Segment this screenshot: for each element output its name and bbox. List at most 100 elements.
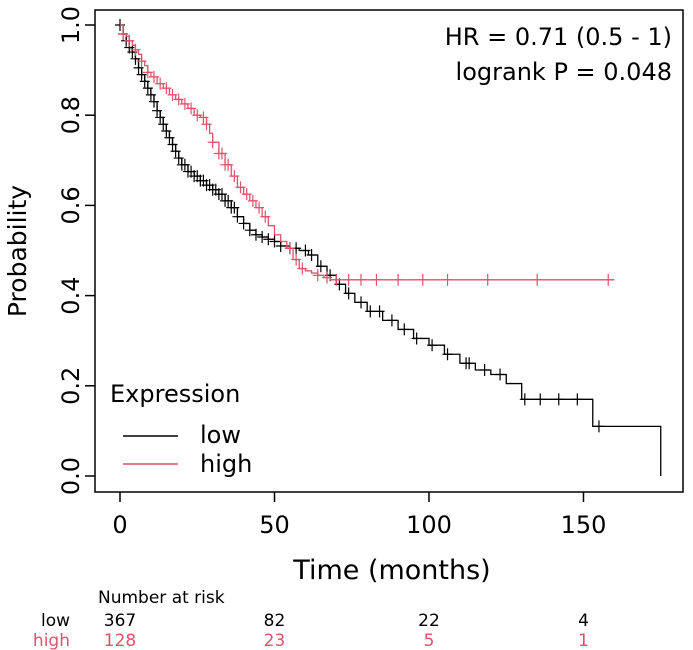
- legend-entry-low: low: [200, 421, 241, 449]
- risk-count-high: 1: [578, 631, 589, 650]
- legend: Expression low high: [110, 380, 252, 478]
- censor-mark: [148, 70, 159, 83]
- censor-mark: [300, 244, 311, 257]
- censor-mark: [216, 188, 227, 201]
- censor-mark: [572, 393, 583, 406]
- censor-mark: [386, 314, 397, 327]
- y-tick-label: 0.8: [57, 96, 85, 134]
- risk-count-high: 128: [104, 631, 136, 650]
- legend-entry-high: high: [200, 450, 252, 478]
- censor-mark: [136, 68, 147, 81]
- censor-mark: [254, 201, 265, 214]
- censor-mark: [133, 61, 144, 74]
- hazard-ratio-annotation: HR = 0.71 (0.5 - 1): [445, 23, 672, 51]
- censor-mark: [216, 147, 227, 160]
- censor-mark: [118, 28, 129, 41]
- x-tick-label: 100: [406, 511, 452, 539]
- censor-mark: [130, 43, 141, 56]
- censor-mark: [229, 170, 240, 183]
- risk-count-low: 82: [264, 611, 286, 631]
- risk-count-high: 23: [264, 631, 286, 650]
- censor-mark: [124, 34, 135, 47]
- censor-mark: [365, 305, 376, 318]
- censor-mark: [179, 97, 190, 110]
- censor-mark: [464, 357, 475, 370]
- x-tick-label: 150: [561, 511, 607, 539]
- censor-mark: [167, 88, 178, 101]
- censor-mark: [161, 124, 172, 137]
- censor-mark: [235, 181, 246, 194]
- censor-mark: [142, 66, 153, 79]
- censor-mark: [152, 104, 163, 117]
- censor-mark: [155, 77, 166, 90]
- survival-curve-low: [120, 24, 662, 476]
- censor-mark: [173, 152, 184, 165]
- censor-mark: [269, 235, 280, 248]
- censor-mark: [343, 273, 354, 286]
- y-tick-label: 0.6: [57, 186, 85, 224]
- risk-count-low: 22: [418, 611, 440, 631]
- risk-row-label-high: high: [33, 631, 70, 650]
- censor-mark: [297, 262, 308, 275]
- censor-mark: [312, 269, 323, 282]
- censor-mark: [535, 393, 546, 406]
- censor-mark: [201, 118, 212, 131]
- censor-mark: [331, 273, 342, 286]
- censor-mark: [291, 253, 302, 266]
- censor-mark: [306, 249, 317, 262]
- censor-mark: [139, 75, 150, 88]
- censor-mark: [158, 118, 169, 131]
- risk-count-low: 4: [578, 611, 589, 631]
- censor-mark: [136, 55, 147, 68]
- censor-mark: [411, 332, 422, 345]
- censor-mark: [164, 131, 175, 144]
- series-layer: [115, 19, 662, 476]
- censor-mark: [257, 230, 268, 243]
- censor-mark: [223, 158, 234, 171]
- censor-mark: [482, 273, 493, 286]
- censor-mark: [170, 145, 181, 158]
- censor-mark: [603, 273, 614, 286]
- censor-mark: [553, 393, 564, 406]
- censor-mark: [322, 271, 333, 284]
- censor-mark: [198, 111, 209, 124]
- censor-mark: [142, 82, 153, 95]
- y-tick-label: 1.0: [57, 6, 85, 44]
- censor-mark: [260, 210, 271, 223]
- censor-mark: [593, 420, 604, 433]
- censor-mark: [343, 287, 354, 300]
- censor-mark: [247, 194, 258, 207]
- censor-mark: [371, 273, 382, 286]
- censor-mark: [179, 158, 190, 171]
- censor-mark: [173, 93, 184, 106]
- censor-mark: [161, 82, 172, 95]
- censor-mark: [356, 273, 367, 286]
- censor-mark: [399, 323, 410, 336]
- x-axis: 0 50 100 150: [112, 492, 606, 539]
- plot-frame: [94, 9, 684, 493]
- censor-mark: [442, 273, 453, 286]
- x-tick-label: 50: [259, 511, 290, 539]
- censor-mark: [374, 305, 385, 318]
- censor-mark: [442, 348, 453, 361]
- censor-mark: [207, 136, 218, 149]
- censor-mark: [155, 111, 166, 124]
- censor-mark: [479, 364, 490, 377]
- censor-mark: [417, 273, 428, 286]
- censor-mark: [186, 102, 197, 115]
- censor-mark: [223, 194, 234, 207]
- censor-mark: [532, 273, 543, 286]
- y-tick-label: 0.4: [57, 277, 85, 315]
- censor-mark: [250, 228, 261, 241]
- y-tick-label: 0.0: [57, 457, 85, 495]
- censor-mark: [192, 109, 203, 122]
- censor-mark: [495, 368, 506, 381]
- logrank-p-annotation: logrank P = 0.048: [456, 58, 672, 86]
- x-tick-label: 0: [112, 511, 127, 539]
- censor-mark: [263, 233, 274, 246]
- censor-mark: [145, 88, 156, 101]
- risk-count-low: 367: [104, 611, 136, 631]
- censor-mark: [427, 339, 438, 352]
- censor-marks-low: [115, 19, 604, 433]
